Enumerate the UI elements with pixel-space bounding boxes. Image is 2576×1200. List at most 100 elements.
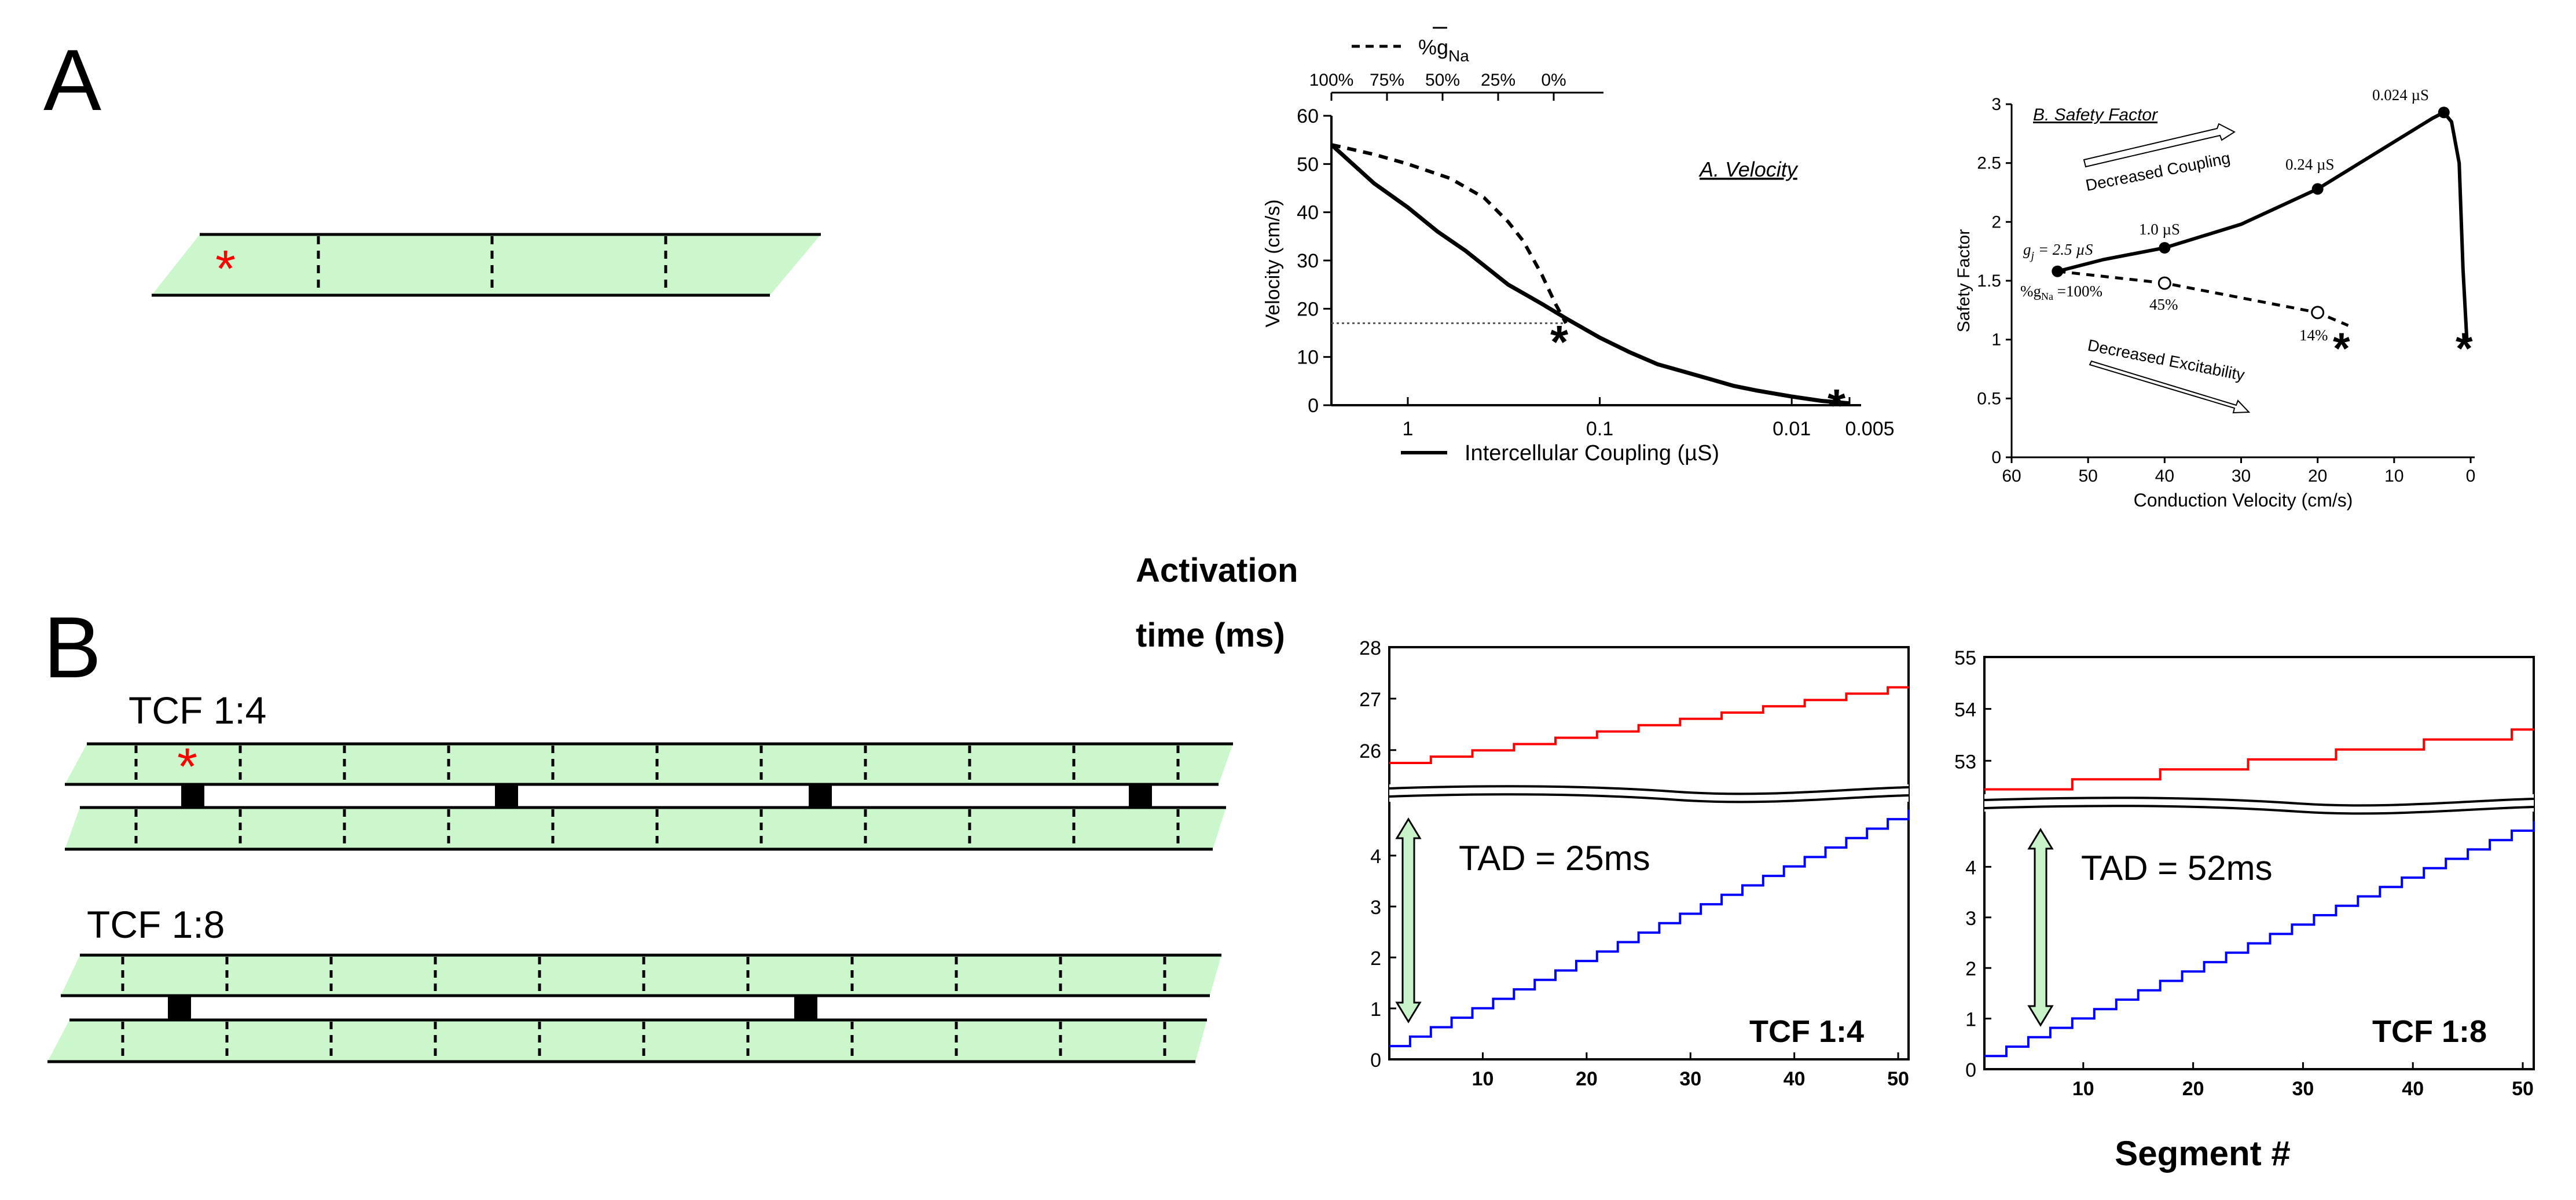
- gj-sub: j: [2030, 249, 2035, 262]
- y-tick-label: 0: [1965, 1059, 1976, 1081]
- legend-dashed: %gNa: [1352, 27, 1469, 65]
- y-tick-label: 1: [1965, 1009, 1976, 1031]
- y-tick-label: 10: [1297, 347, 1319, 369]
- y-tick-label: 26: [1359, 740, 1381, 762]
- segment-xlabel: Segment #: [2115, 1134, 2290, 1173]
- y-tick-label: 2: [1965, 958, 1976, 980]
- y-tick-label: 1: [1370, 999, 1381, 1021]
- x-tick-label: 30: [2232, 467, 2251, 486]
- tcf4-schematic: *: [65, 738, 1233, 851]
- tcf8-schematic-label: TCF 1:8: [87, 903, 225, 946]
- y-tick-label: 2: [1991, 212, 2001, 232]
- svg-text:%gNa: %gNa: [1418, 35, 1469, 65]
- legend-dashed-sub: Na: [1448, 47, 1469, 65]
- y-tick-label: 27: [1359, 689, 1381, 711]
- x-tick-label: 0: [2466, 467, 2476, 486]
- x-tick-label: 20: [1576, 1068, 1598, 1090]
- x-tick-label: 1: [1402, 418, 1413, 440]
- y-tick-label: 30: [1297, 250, 1319, 272]
- gj-label: g: [2023, 241, 2031, 258]
- y-tick-label: 3: [1965, 908, 1976, 930]
- x-tick-label: 50: [2512, 1078, 2534, 1100]
- svg-text:%gNa =100%: %gNa =100%: [2020, 282, 2102, 302]
- tcf4-schematic-label: TCF 1:4: [129, 689, 266, 732]
- sf-star-1: *: [2333, 324, 2350, 373]
- x-tick-label: 0.005: [1845, 418, 1894, 440]
- series-coupling-sf: [2057, 110, 2469, 340]
- axis-break-top: [1389, 785, 1909, 795]
- y-tick-label: 0: [1308, 395, 1319, 417]
- tcf4-series-red: [1389, 686, 1909, 764]
- series-coupling: [1330, 143, 1850, 406]
- sf-star-2: *: [2456, 324, 2473, 373]
- x-tick-label: 30: [1679, 1068, 1701, 1090]
- y-tick-label: 2: [1370, 948, 1381, 970]
- fiber-schematic-a: *: [152, 233, 821, 298]
- series-gna-sf: [2057, 270, 2349, 327]
- x-tick-label: 40: [1784, 1068, 1806, 1090]
- tcf4-tad: TAD = 25ms: [1459, 839, 1650, 878]
- tcf4-chart-label: TCF 1:4: [1749, 1014, 1864, 1049]
- tcf8-chart: 53 54 55 0 1 2 3 4 10 20 30 40 50 TAD = 52ms TCF 1:8: [1954, 647, 2535, 1100]
- x-tick-label: 0.1: [1586, 418, 1613, 440]
- x-tick-label: 20: [2308, 467, 2327, 486]
- series-gna: [1331, 143, 1568, 324]
- tad-double-arrow-8: [2027, 828, 2054, 1027]
- marker-star-mid: *: [1550, 316, 1569, 368]
- x-tick-label: 40: [2402, 1078, 2424, 1100]
- safety-chart: 0 0.5 1 1.5 2 2.5 3 60 50 40 30 20 10 0 * * B. Safet…: [1954, 86, 2475, 511]
- axis-break-top-8: [1984, 797, 2534, 807]
- velocity-title: A. Velocity: [1698, 157, 1799, 181]
- y-tick-label: 3: [1991, 95, 2001, 114]
- data-point-open: [2311, 306, 2325, 320]
- panel-label-b: B: [43, 599, 101, 696]
- label-45: 45%: [2149, 296, 2178, 313]
- y-tick-label: 55: [1954, 647, 1976, 669]
- y-tick-label: 0: [1991, 448, 2001, 467]
- y-tick-label: 0: [1370, 1049, 1381, 1071]
- x-tick-label: 10: [1472, 1068, 1494, 1090]
- x-tick-label: 20: [2182, 1078, 2204, 1100]
- y-tick-label: 28: [1359, 637, 1381, 659]
- top-tick-label: 75%: [1370, 71, 1404, 90]
- data-point-filled: [2052, 265, 2064, 277]
- tcf4-chart: 26 27 28 0 1 2 3 4 10 20 30 40 50 TAD = 25ms TCF 1:4: [1359, 637, 1910, 1090]
- tcf4-series-blue: [1389, 809, 1910, 1048]
- label-024us: 0.24 µS: [2285, 156, 2335, 173]
- y-tick-label: 20: [1297, 298, 1319, 320]
- x-tick-label: 10: [2072, 1078, 2094, 1100]
- label-0024us: 0.024 µS: [2372, 86, 2429, 104]
- y-tick-label: 2.5: [1977, 154, 2001, 173]
- gj-value: = 2.5 µS: [2034, 241, 2093, 258]
- data-point-filled: [2311, 183, 2324, 195]
- top-tick-label: 25%: [1481, 71, 1515, 90]
- panel-label-a: A: [43, 31, 101, 129]
- marker-star-end: *: [1828, 380, 1846, 431]
- y-tick-label: 4: [1965, 857, 1976, 879]
- velocity-xlabel: Intercellular Coupling (µS): [1465, 441, 1719, 465]
- activation-ylabel-line1: Activation: [1136, 552, 1298, 589]
- label-1us: 1.0 µS: [2139, 221, 2180, 238]
- legend-solid: Intercellular Coupling (µS): [1401, 441, 1719, 465]
- y-tick-label: 54: [1954, 699, 1976, 721]
- tcf8-schematic: [47, 953, 1221, 1063]
- y-tick-label: 53: [1954, 751, 1976, 773]
- tcf8-series-blue: [1984, 821, 2535, 1058]
- label-14: 14%: [2299, 326, 2328, 344]
- y-tick-label: 60: [1297, 105, 1319, 127]
- y-tick-label: 50: [1297, 153, 1319, 175]
- stimulus-marker: *: [215, 240, 236, 298]
- safety-ylabel: Safety Factor: [1954, 229, 1973, 332]
- tad-double-arrow: [1395, 817, 1422, 1023]
- top-tick-label: 50%: [1425, 71, 1460, 90]
- axis-break-bottom-8: [1984, 805, 2534, 815]
- data-point-filled: [2438, 107, 2450, 119]
- gna100-label: %g: [2020, 282, 2041, 300]
- tcf8-tad: TAD = 52ms: [2081, 849, 2273, 887]
- axis-break-bottom: [1389, 793, 1909, 803]
- y-tick-label: 3: [1370, 897, 1381, 919]
- y-tick-label: 0.5: [1977, 389, 2001, 408]
- x-tick-label: 0.01: [1773, 418, 1811, 440]
- data-point-filled: [2159, 242, 2171, 254]
- top-tick-label: 0%: [1541, 71, 1566, 90]
